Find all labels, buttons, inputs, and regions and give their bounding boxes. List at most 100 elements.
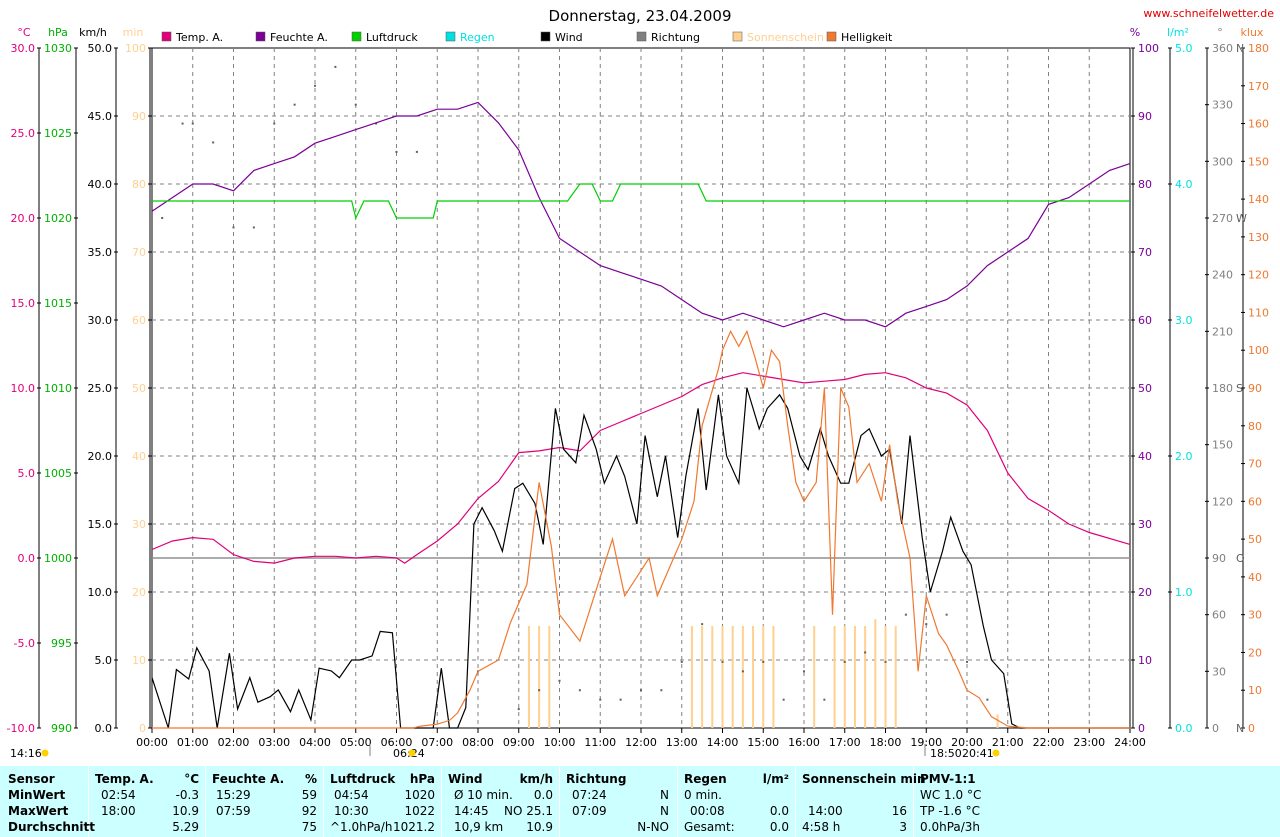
axis-unit-direction: ° (1217, 26, 1223, 39)
x-tick-label: 11:00 (584, 736, 616, 749)
x-tick-label: 17:00 (829, 736, 861, 749)
direction-point (966, 660, 968, 663)
stats-pmv-trend: 0.0hPa/3h (920, 820, 981, 834)
direction-point (721, 660, 724, 663)
axis-tick-wind: 40.0 (88, 178, 113, 191)
stats-direction-avg-value: N-NO (637, 820, 669, 834)
stats-wind-max-value: NO 25.1 (504, 804, 553, 818)
stats-humidity-max-value: 92 (301, 804, 317, 818)
direction-point (334, 65, 337, 68)
stats-pmv-tp: TP -1.6 °C (920, 804, 980, 818)
legend-label: Temp. A. (175, 31, 223, 44)
x-tick-label: 07:00 (421, 736, 453, 749)
direction-point (986, 698, 989, 701)
direction-cardinal-label: N (1236, 42, 1244, 55)
direction-point (517, 708, 520, 711)
direction-point (619, 698, 622, 701)
legend-swatch (351, 31, 362, 42)
x-tick-label: 18:00 (870, 736, 902, 749)
axis-direction: ° 0 30 60 90 120 150 180 210 240 270 300 330 360 (1205, 26, 1233, 735)
axis-tick-humidity: 40 (1138, 450, 1152, 463)
axis-tick-direction: 210 (1212, 325, 1233, 338)
axis-tick-sun: 60 (132, 314, 146, 327)
stats-direction-min-value: N (660, 788, 669, 802)
stats-col-pressure: Luftdruck hPa 04:54 1020 10:30 1022 ^1.0… (324, 766, 442, 837)
stats-humidity-max-time: 07:59 (216, 804, 251, 818)
axis-tick-wind: 5.0 (95, 654, 113, 667)
axis-tick-direction: 270 (1212, 212, 1233, 225)
legend-swatch (255, 31, 266, 42)
direction-point (314, 84, 316, 87)
direction-points (161, 65, 1009, 711)
axis-unit-brightness: klux (1241, 26, 1264, 39)
axis-tick-brightness: 60 (1248, 495, 1262, 508)
axis-tick-pressure: 995 (51, 637, 72, 650)
axis-tick-humidity: 90 (1138, 110, 1152, 123)
stats-pressure-min-time: 04:54 (334, 788, 369, 802)
axis-tick-direction: 0 (1212, 722, 1219, 735)
x-axis: 00:00 01:00 02:00 03:00 04:00 05:00 06:00 07:00… (136, 728, 1146, 749)
chart-title: Donnerstag, 23.04.2009 (549, 7, 732, 25)
axis-tick-wind: 10.0 (88, 586, 113, 599)
axis-tick-wind: 30.0 (88, 314, 113, 327)
stats-col-wind: Wind km/h Ø 10 min. 0.0 14:45 NO 25.1 10… (442, 766, 560, 837)
series-line-temp-a- (151, 372, 1131, 564)
legend-swatch (826, 31, 837, 42)
legend-label: Regen (460, 31, 495, 44)
stats-col-sunshine: Sonnenschein min 14:00 16 4:58 h 3 (796, 766, 926, 837)
axis-tick-temp: -10.0 (7, 722, 35, 735)
direction-point (803, 670, 805, 673)
axis-tick-sun: 30 (132, 518, 146, 531)
sunrise-icon (408, 749, 416, 757)
stats-col-temp: Temp. A. °C 02:54 -0.3 18:00 10.9 5.29 (89, 766, 206, 837)
axis-tick-humidity: 10 (1138, 654, 1152, 667)
legend-swatch (636, 31, 647, 42)
direction-point (212, 141, 215, 144)
stats-rain-total-value: 0.0 (769, 820, 789, 834)
axis-tick-temp: 20.0 (11, 212, 36, 225)
axis-tick-direction: 240 (1212, 269, 1233, 282)
stats-humidity-avg-value: 75 (301, 820, 317, 834)
axis-tick-humidity: 30 (1138, 518, 1152, 531)
direction-point (762, 660, 765, 663)
axis-tick-direction: 180 (1212, 382, 1233, 395)
axis-tick-pressure: 990 (51, 722, 72, 735)
axis-tick-direction: 60 (1212, 609, 1226, 622)
site-url: www.schneifelwetter.de (1143, 7, 1274, 20)
direction-point (252, 226, 255, 229)
x-tick-label: 19:00 (910, 736, 942, 749)
stats-rain-total-label: Gesamt: (684, 820, 735, 834)
axis-temp: °C -10.0 -5.0 0.0 5.0 10.0 15.0 20.0 25.0 30.0 (7, 26, 41, 735)
direction-point (640, 689, 642, 692)
stats-unit-rain: l/m² (762, 772, 789, 786)
axis-tick-pressure: 1005 (44, 467, 72, 480)
axis-tick-rain: 1.0 (1175, 586, 1193, 599)
direction-point (354, 103, 357, 106)
axis-tick-temp: 15.0 (11, 297, 36, 310)
axis-tick-sun: 0 (139, 722, 146, 735)
legend: Temp. A. Feuchte A. Luftdruck Regen Wind Rich… (161, 31, 893, 44)
x-tick-label: 03:00 (258, 736, 290, 749)
axis-tick-brightness: 70 (1248, 458, 1262, 471)
stats-unit-humidity: % (304, 772, 317, 786)
axis-tick-wind: 25.0 (88, 382, 113, 395)
x-tick-label: 01:00 (177, 736, 209, 749)
x-tick-label: 05:00 (340, 736, 372, 749)
direction-point (741, 670, 744, 673)
axis-tick-pressure: 1015 (44, 297, 72, 310)
axis-tick-sun: 10 (132, 654, 146, 667)
stats-row-label-avg: Durchschnitt (8, 820, 96, 834)
axis-tick-direction: 360 (1212, 42, 1233, 55)
stats-rain-max-time: 00:08 (690, 804, 725, 818)
axis-tick-brightness: 10 (1248, 684, 1262, 697)
axis-wind: km/h 0.0 5.0 10.0 15.0 20.0 25.0 30.0 35.0 40.0 45… (79, 26, 118, 735)
axis-tick-direction: 30 (1212, 665, 1226, 678)
axis-brightness: klux 0 10 20 30 40 50 60 70 80 90 100 110 120 130 140 15… (1241, 26, 1269, 735)
direction-cardinal-label: S (1236, 382, 1243, 395)
stats-col-sensor: Sensor MinWert MaxWert Durchschnitt (0, 766, 95, 837)
axis-tick-humidity: 50 (1138, 382, 1152, 395)
axis-tick-sun: 70 (132, 246, 146, 259)
direction-cardinal-label: W (1236, 212, 1247, 225)
axis-tick-brightness: 40 (1248, 571, 1262, 584)
stats-row-label-min: MinWert (8, 788, 66, 802)
